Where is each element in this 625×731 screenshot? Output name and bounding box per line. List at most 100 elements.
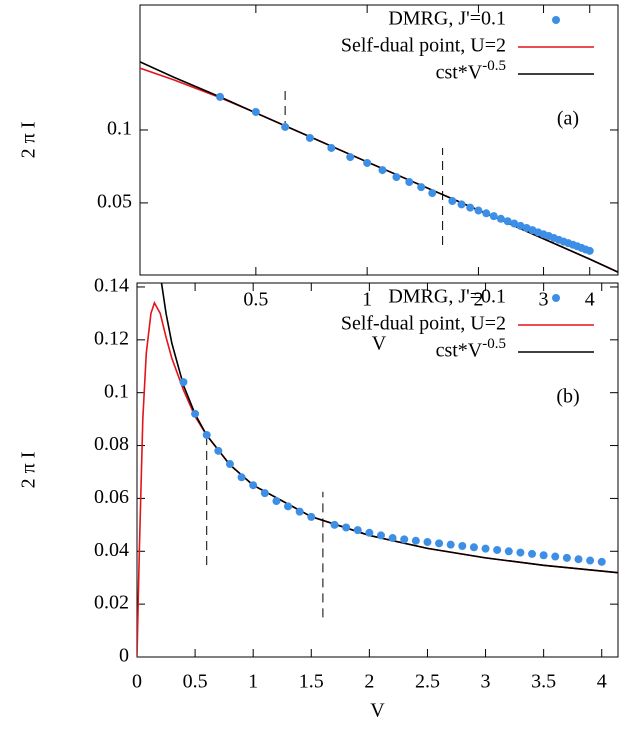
data-point <box>225 460 234 469</box>
data-point <box>469 543 478 552</box>
data-point <box>493 545 502 554</box>
panel-label: (a) <box>557 108 579 130</box>
data-point <box>586 556 595 565</box>
data-point <box>260 489 269 498</box>
y-tick-label: 0.05 <box>97 191 132 213</box>
data-point <box>417 183 426 192</box>
data-point <box>378 166 387 175</box>
data-point <box>516 221 525 230</box>
legend-label: Self-dual point, U=2 <box>341 313 506 335</box>
legend-label: DMRG, J'=0.1 <box>388 8 506 30</box>
data-point <box>179 378 188 387</box>
data-point <box>458 541 467 550</box>
data-point <box>365 528 374 537</box>
data-point <box>363 158 372 167</box>
y-tick-label: 0.04 <box>94 539 129 561</box>
data-point <box>597 557 606 566</box>
legend-label: DMRG, J'=0.1 <box>388 286 506 308</box>
y-tick-label: 0.02 <box>94 592 129 614</box>
y-tick-label: 0.06 <box>94 486 129 508</box>
x-tick-label: 2 <box>473 289 483 311</box>
x-tick-label: 3 <box>539 289 549 311</box>
data-point <box>376 531 385 540</box>
data-point <box>342 523 351 532</box>
data-point <box>281 122 290 131</box>
x-tick-label: 3.5 <box>531 671 556 693</box>
data-point <box>474 206 483 215</box>
plot-frame <box>139 4 619 276</box>
plot-frame <box>136 282 619 658</box>
data-point <box>327 143 336 152</box>
data-point <box>585 246 594 255</box>
x-tick-label: 1 <box>362 289 372 311</box>
data-point <box>446 540 455 549</box>
data-point <box>539 551 548 560</box>
data-point <box>330 520 339 529</box>
y-tick-label: 0.12 <box>94 327 129 349</box>
legend-swatch <box>552 16 560 24</box>
panel-label: (b) <box>556 386 579 408</box>
panel: 0.5 1 2 3 4 0.05 0.1 V 2 π I (a) DMRG, J'=0.1 Self-… <box>18 4 619 355</box>
legend-label: cst*V-0.5 <box>436 58 506 83</box>
data-point <box>423 538 432 547</box>
y-tick-label: 0 <box>119 645 129 667</box>
data-point <box>562 553 571 562</box>
data-point <box>272 497 281 506</box>
panel: 0 0.5 1 1.5 2 2.5 3 3.5 4 0 0.02 0.04 0.06 0.08 0.1 0.1… <box>18 275 619 722</box>
data-point <box>216 92 225 101</box>
data-point <box>489 212 498 221</box>
data-point <box>504 547 513 556</box>
x-tick-label: 1.5 <box>299 671 324 693</box>
data-point <box>428 189 437 198</box>
data-point <box>510 219 519 228</box>
data-point <box>516 548 525 557</box>
y-tick-label: 0.14 <box>94 275 129 297</box>
x-axis-label: V <box>370 700 385 722</box>
legend-label: cst*V-0.5 <box>436 336 506 361</box>
data-point <box>574 555 583 564</box>
data-point <box>284 502 293 511</box>
data-point <box>481 544 490 553</box>
y-tick-label: 0.08 <box>94 433 129 455</box>
data-point <box>388 534 397 543</box>
y-tick-label: 0.1 <box>107 118 132 140</box>
x-tick-label: 0 <box>132 671 142 693</box>
data-point <box>503 217 512 226</box>
legend-swatch <box>552 294 560 302</box>
data-point <box>249 481 258 490</box>
data-point <box>528 549 537 558</box>
data-point <box>353 526 362 535</box>
x-tick-label: 0.5 <box>183 671 208 693</box>
data-point <box>202 430 211 439</box>
data-point <box>482 209 491 218</box>
data-point <box>448 197 457 206</box>
data-point <box>346 153 355 162</box>
y-tick-label: 0.1 <box>104 380 129 402</box>
x-axis-label: V <box>372 333 387 355</box>
x-tick-label: 3 <box>481 671 491 693</box>
x-tick-label: 4 <box>597 671 607 693</box>
data-point <box>305 133 314 142</box>
legend-label: Self-dual point, U=2 <box>341 35 506 57</box>
data-point <box>551 552 560 561</box>
data-point <box>457 200 466 209</box>
data-point <box>411 536 420 545</box>
data-point <box>251 107 260 116</box>
x-tick-label: 1 <box>248 671 258 693</box>
data-point <box>496 214 505 223</box>
y-axis-label: 2 π I <box>18 452 40 489</box>
data-point <box>466 203 475 212</box>
data-point <box>392 173 401 182</box>
data-point <box>295 507 304 516</box>
data-point <box>400 535 409 544</box>
data-point <box>405 177 414 186</box>
data-point <box>237 473 246 482</box>
x-tick-label: 2 <box>364 671 374 693</box>
x-tick-label: 4 <box>585 289 595 311</box>
data-point <box>214 446 223 455</box>
data-point <box>435 539 444 548</box>
curve <box>140 61 618 273</box>
x-tick-label: 0.5 <box>243 289 268 311</box>
data-point <box>307 512 316 521</box>
